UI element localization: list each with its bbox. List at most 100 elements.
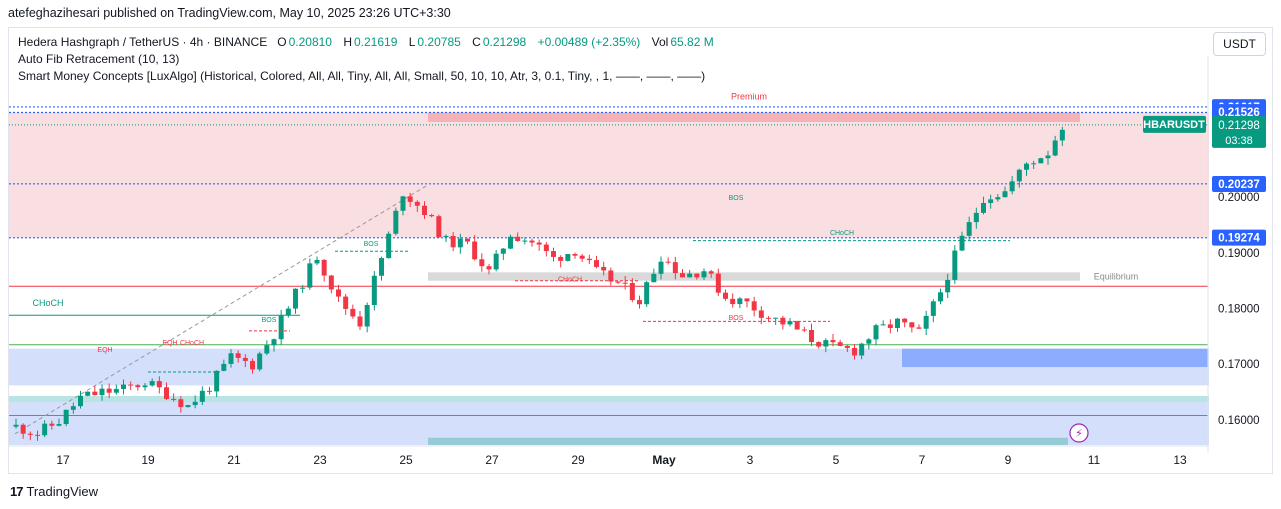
time-tick: 5 [833,453,840,467]
smc-label: CHoCH [558,276,582,283]
candle-down [637,300,642,305]
candle-up [70,406,76,410]
candle-down [816,342,822,347]
discount-zone-lower [9,395,1209,445]
price-tick: 0.16000 [1218,415,1260,427]
candle-up [379,258,384,276]
legend-indicator-fib[interactable]: Auto Fib Retracement (10, 13) [18,52,180,66]
candle-up [56,424,62,426]
candle-down [601,266,607,271]
candle-up [1009,181,1015,192]
candle-down [164,387,169,399]
candle-up [1052,140,1058,156]
candle-up [257,353,263,370]
candle-down [730,298,736,305]
chart-frame[interactable] [8,27,1273,474]
candle-up [386,233,392,259]
candle-down [20,424,26,434]
candle-down [708,271,714,274]
candle-up [873,325,879,340]
premium-top-band [428,112,1080,122]
legend-close-label: C [472,35,481,49]
candle-up [99,388,105,396]
lightning-glyph: ⚡ [1075,427,1083,440]
time-tick: 3 [747,453,754,467]
candle-down [171,398,177,400]
legend-vol: 65.82 M [670,35,714,49]
smc-label: BOS [262,317,277,324]
tradingview-footer[interactable]: 17 TradingView [10,484,98,499]
candle-up [988,199,994,203]
legend-vol-label: Vol [651,35,669,49]
currency-button[interactable]: USDT [1213,32,1266,56]
candle-down [543,244,549,252]
price-badge-text: 0.20237 [1218,179,1260,191]
legend-symbol[interactable]: Hedera Hashgraph / TetherUS · 4h · BINAN… [18,35,268,49]
time-tick: 7 [919,453,926,467]
legend-high-label: H [343,35,352,49]
candle-down [594,260,599,267]
tradingview-brand: TradingView [26,484,99,499]
candle-up [214,370,220,392]
candle-down [586,258,592,261]
order-block [902,348,1208,368]
candle-down [242,357,248,361]
time-tick: 21 [227,453,241,467]
legend-symbol-row[interactable]: Hedera Hashgraph / TetherUS · 4h · BINAN… [18,34,722,51]
candle-up [930,301,936,316]
candle-up [371,275,377,306]
candle-up [1059,129,1065,141]
candle-down [837,342,843,346]
candle-series [13,126,1065,441]
candle-up [42,423,48,436]
candle-down [629,283,635,301]
smc-label: BOS [364,241,379,248]
candle-up [13,424,19,427]
equilibrium-label: Equilibrium [1094,272,1139,282]
candle-down [680,273,685,278]
last-price-badge [1212,115,1266,148]
candle-down [156,381,162,388]
candle-down [758,310,764,318]
candle-up [443,235,449,238]
time-tick: 27 [485,453,499,467]
candle-down [579,255,585,259]
candle-up [142,385,148,388]
time-axis: 17 19 21 23 25 27 29 May 3 5 7 9 11 13 [9,445,1208,467]
candle-down [909,322,915,328]
candle-up [192,401,198,406]
candle-up [1031,163,1037,165]
legend-close: 0.21298 [482,35,527,49]
candle-down [622,282,628,284]
candle-up [966,222,972,236]
smc-label: EQH [97,347,112,354]
candle-down [350,308,356,317]
candle-up [500,248,506,254]
price-badge [1212,229,1266,246]
smc-label: BOS [729,315,744,322]
smc-label: EQH [162,340,177,347]
candle-down [92,391,98,396]
candle-down [830,340,836,343]
candle-up [185,405,191,408]
candle-up [63,409,69,425]
legend-change: +0.00489 (+2.35%) [537,35,641,49]
candle-up [1024,163,1029,170]
candle-down [694,273,700,278]
last-price-text: 0.21298 [1218,120,1260,132]
candle-up [938,292,943,302]
legend-indicator-smc[interactable]: Smart Money Concepts [LuxAlgo] (Historic… [18,69,706,83]
smc-zones [9,112,1209,445]
lightning-icon [1069,423,1089,443]
candle-down [608,270,614,282]
publish-info: atefeghazihesari published on TradingVie… [8,6,451,20]
candle-up [400,196,406,211]
time-tick: 11 [1088,453,1101,467]
tradingview-logo-icon: 17 [10,484,24,499]
candle-down [357,316,363,327]
time-tick: 29 [571,453,585,467]
candle-up [271,339,277,346]
candle-up [823,340,829,347]
